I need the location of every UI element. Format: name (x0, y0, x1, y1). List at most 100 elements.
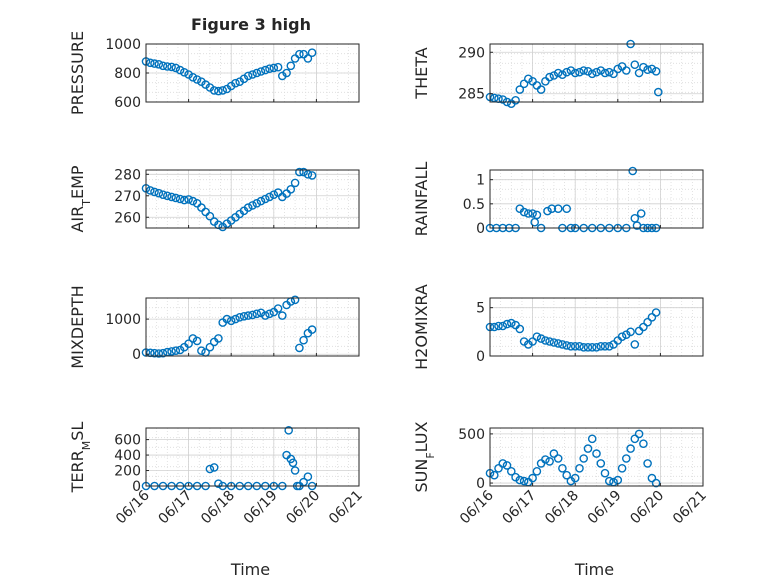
data-point (248, 201, 257, 210)
y-axis-label: H2OMIXRA (412, 284, 431, 370)
data-point (506, 466, 516, 476)
data-point (553, 204, 563, 213)
data-point (256, 196, 266, 206)
data-point (613, 64, 623, 74)
data-point (528, 337, 537, 346)
y-tick-label: 0 (476, 221, 485, 237)
data-point (562, 341, 572, 350)
data-point (243, 71, 253, 81)
data-point (575, 463, 584, 473)
data-series (141, 295, 317, 358)
data-point (600, 68, 610, 78)
subplot-air-temp: 260 270 280 AIRTEMP (68, 165, 360, 233)
data-point (290, 178, 300, 188)
data-point (184, 195, 193, 204)
data-point (299, 167, 308, 177)
y-tick-label: 0 (132, 347, 141, 363)
data-point (587, 69, 597, 79)
y-axis-label: THETA (412, 47, 431, 99)
data-point (626, 327, 635, 337)
data-point (634, 429, 644, 439)
data-point (179, 68, 189, 77)
data-point (553, 68, 563, 78)
data-point (209, 86, 219, 95)
y-tick-label: 290 (458, 45, 485, 61)
data-point (562, 204, 572, 213)
data-series (141, 167, 317, 232)
y-tick-label: 270 (114, 189, 141, 205)
data-point (558, 70, 567, 79)
plot-area (146, 170, 359, 228)
data-point (179, 195, 189, 205)
data-point (643, 317, 652, 327)
data-point (502, 461, 512, 470)
data-point (188, 196, 198, 206)
minor-grid (489, 428, 704, 486)
data-point (549, 449, 559, 458)
y-tick-label: 280 (114, 167, 141, 183)
data-point (643, 459, 652, 468)
data-point (502, 319, 512, 329)
data-point (252, 198, 262, 208)
data-point (617, 332, 627, 342)
data-point (519, 207, 529, 217)
data-point (622, 66, 631, 75)
data-point (489, 470, 499, 480)
data-point (553, 454, 563, 463)
data-point (545, 457, 554, 466)
data-point (575, 67, 584, 77)
data-point (609, 69, 618, 79)
data-point (295, 49, 304, 59)
data-point (543, 206, 552, 216)
data-point (286, 184, 296, 194)
data-point (628, 166, 638, 176)
data-point (260, 194, 270, 204)
data-point (265, 192, 274, 202)
data-point (162, 191, 172, 201)
data-point (218, 86, 227, 95)
data-point (184, 339, 193, 349)
data-point (639, 322, 648, 332)
data-point (617, 463, 627, 473)
data-point (158, 61, 168, 71)
data-point (532, 332, 542, 342)
data-point (515, 85, 525, 94)
data-point (214, 86, 223, 96)
data-point (630, 60, 640, 69)
data-point (575, 341, 584, 351)
data-point (630, 434, 640, 444)
data-point (252, 309, 262, 319)
y-tick-label: 400 (114, 448, 141, 464)
data-point (549, 71, 559, 80)
data-point (252, 68, 262, 78)
y-axis-label: TERRMSL (68, 422, 93, 494)
data-point (596, 459, 606, 468)
data-point (583, 67, 593, 76)
data-point (643, 65, 652, 74)
data-point (205, 342, 215, 352)
axes-box (489, 297, 704, 357)
data-point (583, 342, 593, 352)
data-point (209, 463, 219, 472)
data-point (175, 194, 185, 204)
data-point (290, 295, 300, 305)
data-point (307, 325, 317, 334)
data-point (256, 67, 266, 76)
data-point (639, 62, 648, 72)
data-point (592, 342, 601, 352)
data-point (284, 425, 294, 435)
data-point (622, 454, 631, 463)
data-point (651, 308, 661, 317)
data-point (214, 334, 223, 343)
data-point (231, 78, 240, 88)
data-point (145, 186, 155, 195)
x-axis-label: Time (574, 560, 614, 579)
data-point (307, 48, 317, 58)
data-point (265, 64, 274, 73)
data-point (553, 339, 563, 348)
data-point (226, 316, 236, 326)
data-point (596, 341, 606, 351)
data-point (260, 311, 270, 320)
data-point (630, 340, 640, 349)
